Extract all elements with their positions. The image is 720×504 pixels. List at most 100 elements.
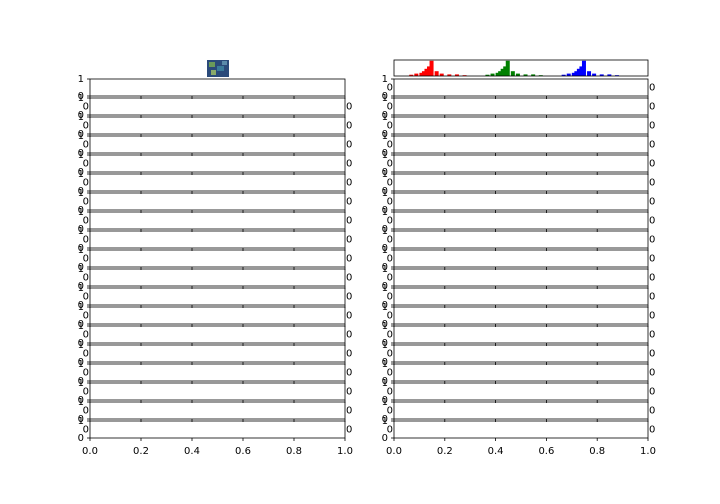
inner-tick-label: 0 — [83, 368, 89, 379]
histogram-bar — [421, 71, 426, 76]
histogram-bar — [587, 71, 592, 76]
y2-tick-label: 0 — [346, 216, 352, 227]
y-tick-label: 1 — [382, 264, 388, 275]
y-tick-label: 1 — [382, 302, 388, 313]
y2-tick-label: 0 — [346, 121, 352, 132]
y2-tick-label: 0 — [346, 273, 352, 284]
y-tick-label: 0 — [382, 186, 388, 197]
axes-frame — [89, 401, 346, 420]
y-tick-label: 1 — [382, 245, 388, 256]
y-tick-label: 0 — [382, 376, 388, 387]
y-tick-label: 1 — [78, 188, 84, 199]
axes-frame — [393, 344, 649, 363]
y-tick-label: 0 — [78, 395, 84, 406]
y-tick-label: 1 — [382, 93, 388, 104]
inner-tick-label: 0 — [83, 292, 89, 303]
y-tick-label: 1 — [78, 169, 84, 180]
x-tick-label: 0.0 — [82, 446, 98, 457]
y2-tick-label: 0 — [346, 102, 352, 113]
histogram-bar — [427, 66, 432, 76]
axes-frame — [89, 135, 346, 154]
y-tick-label: 1 — [78, 321, 84, 332]
inner-tick-label: 0 — [387, 292, 393, 303]
y-tick-label: 1 — [78, 131, 84, 142]
axes-frame — [393, 78, 649, 97]
inner-tick-label: 0 — [83, 121, 89, 132]
y2-tick-label: 0 — [346, 330, 352, 341]
histogram-bar — [531, 74, 536, 76]
axes-frame — [89, 192, 346, 211]
histogram-bar — [490, 73, 495, 76]
y2-tick-label: 0 — [346, 235, 352, 246]
image-thumbnail — [207, 60, 229, 77]
axes-frame — [89, 249, 346, 268]
axes-frame — [89, 306, 346, 325]
x-tick-label: 0.8 — [589, 446, 605, 457]
y2-tick-label: 0 — [649, 292, 655, 303]
y2-tick-label: 0 — [649, 406, 655, 417]
x-tick-label: 0.6 — [235, 446, 251, 457]
y-tick-label: 1 — [78, 74, 84, 85]
y-tick-label: 0 — [382, 319, 388, 330]
y-tick-label: 0 — [78, 224, 84, 235]
y2-tick-label: 0 — [346, 292, 352, 303]
axes-frame — [89, 78, 346, 97]
y2-tick-label: 0 — [346, 425, 352, 436]
axes-frame — [393, 249, 649, 268]
y-tick-label: 0 — [78, 167, 84, 178]
histogram-bar — [579, 66, 584, 76]
axes-frame — [89, 154, 346, 173]
axes-frame — [89, 211, 346, 230]
axes-frame — [89, 382, 346, 401]
inner-tick-label: 0 — [83, 425, 89, 436]
axes-frame — [393, 420, 649, 439]
y2-tick-label: 0 — [649, 311, 655, 322]
y-tick-label: 0 — [78, 414, 84, 425]
inner-tick-label: 0 — [83, 273, 89, 284]
inner-tick-label: 0 — [83, 387, 89, 398]
image-patch — [222, 61, 227, 65]
y-tick-label: 1 — [78, 302, 84, 313]
y-tick-label: 1 — [382, 188, 388, 199]
axes-frame — [393, 192, 649, 211]
y-tick-label: 0 — [382, 262, 388, 273]
inner-tick-label: 0 — [387, 159, 393, 170]
y-tick-label: 0 — [382, 395, 388, 406]
histogram-bar — [485, 74, 490, 76]
y-tick-label: 1 — [78, 207, 84, 218]
histogram-bar — [414, 73, 419, 76]
axes-frame — [89, 268, 346, 287]
y-tick-label: 1 — [78, 112, 84, 123]
y-tick-label: 0 — [78, 186, 84, 197]
inner-tick-label: 0 — [83, 197, 89, 208]
y-tick-label: 1 — [382, 359, 388, 370]
histogram-bar — [505, 60, 510, 76]
y-tick-label: 1 — [382, 207, 388, 218]
y-tick-label: 1 — [78, 416, 84, 427]
y-tick-label: 0 — [382, 224, 388, 235]
histogram-bar — [515, 73, 520, 76]
x-tick-label: 0.4 — [184, 446, 200, 457]
y-tick-label: 0 — [382, 243, 388, 254]
y-tick-label: 0 — [382, 338, 388, 349]
y-tick-label: 1 — [78, 378, 84, 389]
y-tick-label: 0 — [78, 110, 84, 121]
y2-tick-label: 0 — [346, 368, 352, 379]
axes-frame — [393, 97, 649, 116]
y2-tick-label: 0 — [346, 387, 352, 398]
y-tick-label: 0 — [78, 262, 84, 273]
histogram-bar — [607, 74, 612, 76]
y-tick-label: 0 — [382, 129, 388, 140]
x-tick-label: 0.4 — [488, 446, 504, 457]
y2-tick-label: 0 — [649, 349, 655, 360]
histogram-bar — [500, 68, 505, 76]
y2-tick-label: 0 — [649, 254, 655, 265]
y2-tick-label: 0 — [346, 349, 352, 360]
histogram-bar — [503, 66, 508, 76]
y-tick-label: 1 — [78, 245, 84, 256]
axes-frame — [89, 363, 346, 382]
y2-tick-label: 0 — [649, 178, 655, 189]
image-patch — [211, 70, 216, 75]
y-tick-label: 0 — [78, 243, 84, 254]
inner-tick-label: 0 — [83, 159, 89, 170]
